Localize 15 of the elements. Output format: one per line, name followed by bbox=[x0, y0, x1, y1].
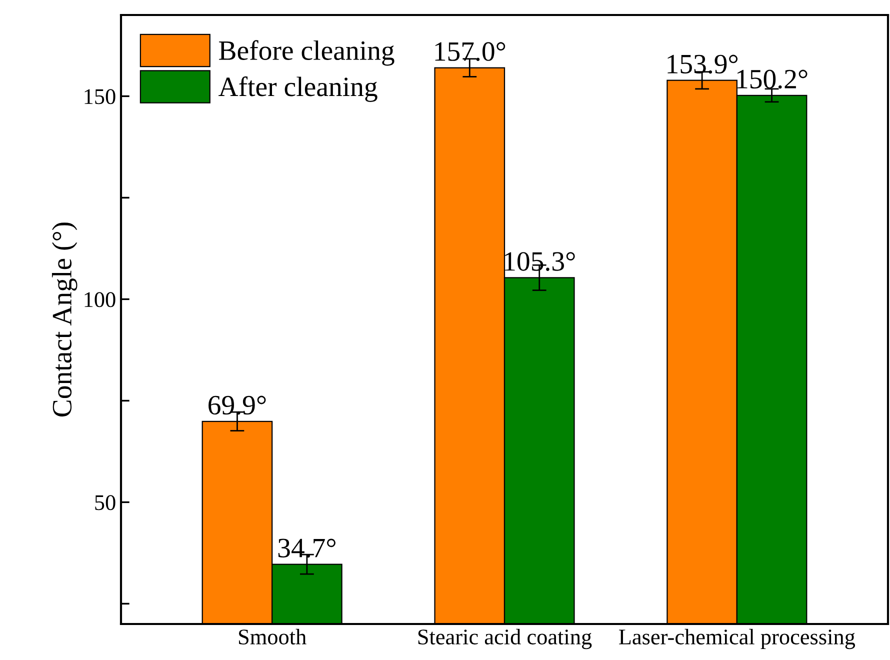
y-tick-label: 150 bbox=[84, 89, 116, 104]
legend-label: After cleaning bbox=[218, 76, 378, 102]
data-label: 69.9° bbox=[208, 396, 266, 415]
data-label: 105.3° bbox=[505, 252, 575, 271]
data-label: 153.9° bbox=[668, 54, 738, 74]
y-axis-title: Contact Angle (°) bbox=[52, 222, 78, 416]
x-tick-label: Smooth bbox=[238, 628, 306, 644]
data-label: 150.2° bbox=[737, 70, 808, 89]
y-tick-label: 50 bbox=[95, 495, 116, 510]
x-tick-label: Laser-chemical processing bbox=[619, 628, 856, 650]
x-tick-label: Stearic acid coating bbox=[418, 628, 592, 650]
data-label: 34.7° bbox=[278, 538, 336, 558]
data-label: 157.0° bbox=[435, 42, 506, 62]
y-tick-label: 100 bbox=[84, 292, 116, 308]
legend-label: Before cleaning bbox=[219, 40, 394, 66]
